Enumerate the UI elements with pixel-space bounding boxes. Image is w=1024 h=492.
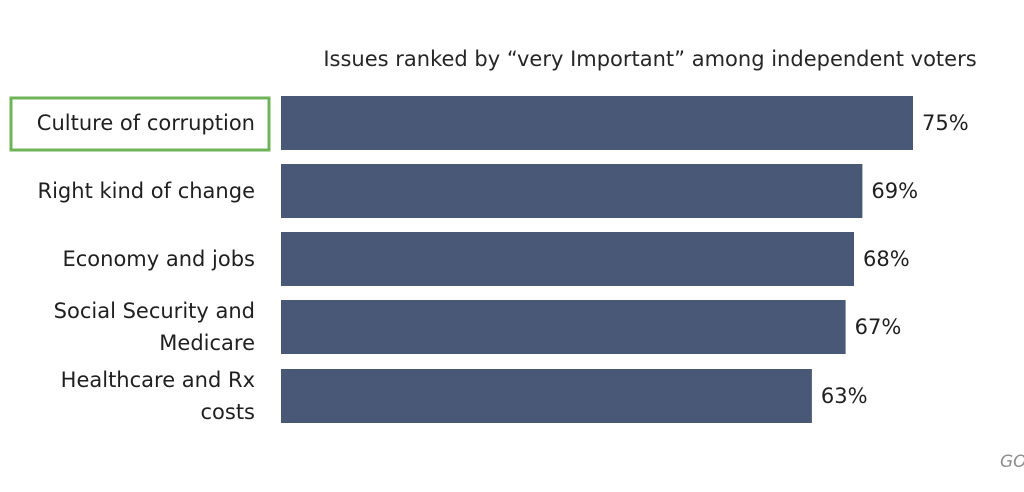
category-label-line: Healthcare and Rx <box>61 368 255 392</box>
category-label-1: Culture of corruption <box>37 111 255 135</box>
category-label-line: Medicare <box>159 331 255 355</box>
category-label-line: Culture of corruption <box>37 111 255 135</box>
chart-title: Issues ranked by “very Important” among … <box>323 47 976 71</box>
value-label-5: 63% <box>821 384 868 408</box>
category-label-line: costs <box>200 400 255 424</box>
category-labels-group: Culture of corruption Right kind of chang… <box>37 111 255 424</box>
bars-group <box>281 96 913 423</box>
category-label-line: Economy and jobs <box>62 247 255 271</box>
value-label-1: 75% <box>922 111 969 135</box>
category-label-line: Right kind of change <box>38 179 256 203</box>
bar-2 <box>281 164 863 218</box>
category-label-2: Right kind of change <box>38 179 256 203</box>
value-label-2: 69% <box>871 179 918 203</box>
category-label-4: Social Security and Medicare <box>54 299 255 355</box>
value-labels-group: 75% 69% 68% 67% 63% <box>821 111 969 408</box>
category-label-3: Economy and jobs <box>62 247 255 271</box>
bar-3 <box>281 232 854 286</box>
value-label-3: 68% <box>863 247 910 271</box>
category-label-5: Healthcare and Rx costs <box>61 368 255 424</box>
bar-1 <box>281 96 913 150</box>
highlight-box <box>9 96 271 152</box>
bar-4 <box>281 300 846 354</box>
bar-5 <box>281 369 812 423</box>
category-label-line: Social Security and <box>54 299 255 323</box>
footer-mark: GO <box>1000 452 1024 472</box>
value-label-4: 67% <box>855 315 902 339</box>
